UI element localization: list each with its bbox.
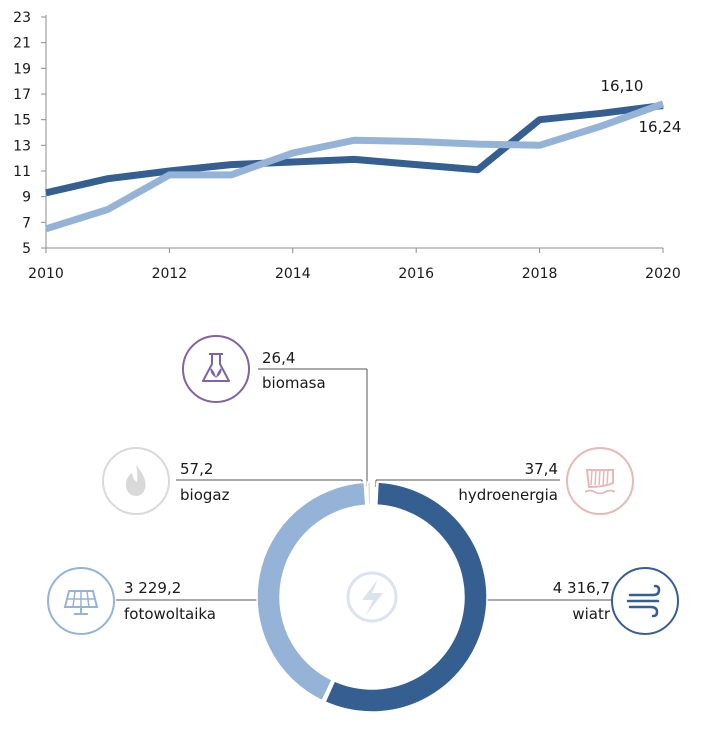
x-tick-label: 2014 xyxy=(275,266,311,282)
chart-axes xyxy=(41,15,664,253)
slice-callouts: 4 316,7 wiatr 3 229,2 fotowoltaika 57,2 bioga… xyxy=(47,335,679,635)
slice-value-label: 37,4 xyxy=(525,460,558,478)
slice-name-label: biomasa xyxy=(262,374,326,392)
donut-slice-hydroenergia xyxy=(375,481,379,506)
y-tick-label: 13 xyxy=(13,138,31,154)
donut-slice-biogaz xyxy=(366,481,372,506)
donut-ring xyxy=(256,481,488,713)
x-tick-label: 2012 xyxy=(152,266,188,282)
lightning-bolt xyxy=(362,579,383,615)
data-label: 16,10 xyxy=(601,77,644,95)
y-tick-label: 19 xyxy=(13,61,31,77)
slice-name-label: wiatr xyxy=(572,605,611,623)
y-tick-label: 11 xyxy=(13,164,31,180)
x-tick-label: 2016 xyxy=(398,266,434,282)
flame-icon xyxy=(102,447,170,515)
lightning-icon xyxy=(346,571,398,623)
y-tick-label: 23 xyxy=(13,10,31,26)
chart-data-labels: 16,10 16,24 xyxy=(601,77,682,136)
line-chart: 5 7 9 11 13 15 17 19 21 23 2010 2012 2014 2016 2018 202… xyxy=(13,10,682,282)
y-tick-label: 21 xyxy=(13,36,31,52)
donut-chart: 4 316,7 wiatr 3 229,2 fotowoltaika 57,2 bioga… xyxy=(47,335,679,713)
x-tick-label: 2018 xyxy=(522,266,558,282)
y-tick-label: 7 xyxy=(22,215,31,231)
y-tick-label: 17 xyxy=(13,87,31,103)
donut-slice-fotowoltaika xyxy=(256,481,367,702)
y-tick-label: 9 xyxy=(22,190,31,206)
solar-panel-icon xyxy=(47,567,115,635)
dam-icon xyxy=(566,447,634,515)
slice-name-label: hydroenergia xyxy=(458,486,558,504)
series-line-1 xyxy=(45,102,664,197)
slice-value-label: 4 316,7 xyxy=(553,579,610,597)
series-line-2 xyxy=(44,100,665,233)
leader-lines xyxy=(116,368,612,601)
chart-tick-labels: 5 7 9 11 13 15 17 19 21 23 2010 2012 2014 2016 2018 202… xyxy=(13,10,681,282)
slice-value-label: 57,2 xyxy=(180,460,213,478)
data-label: 16,24 xyxy=(639,118,682,136)
y-tick-label: 5 xyxy=(22,241,31,257)
flask-leaf-icon xyxy=(182,335,250,403)
slice-name-label: biogaz xyxy=(180,486,230,504)
lightning-icon-ring xyxy=(346,571,398,623)
slice-value-label: 3 229,2 xyxy=(124,579,181,597)
slice-name-label: fotowoltaika xyxy=(124,605,216,623)
slice-value-label: 26,4 xyxy=(262,349,295,367)
donut-slice-wiatr xyxy=(324,481,488,713)
x-tick-label: 2020 xyxy=(645,266,681,282)
wind-icon xyxy=(611,567,679,635)
chart-series xyxy=(44,100,665,233)
y-tick-label: 15 xyxy=(13,113,31,129)
x-tick-label: 2010 xyxy=(28,266,64,282)
